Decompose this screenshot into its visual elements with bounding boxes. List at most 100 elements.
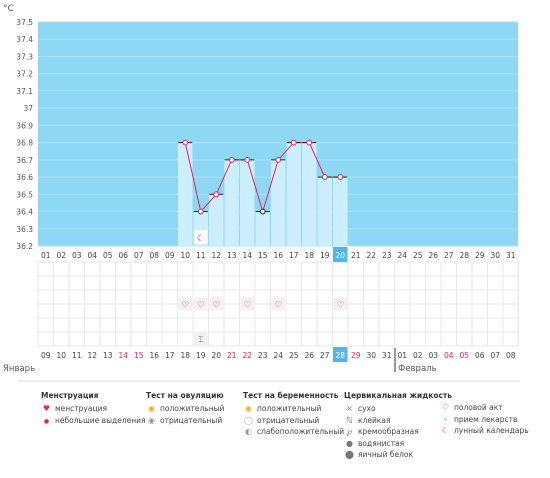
calendar-date-label[interactable]: 31 [382, 351, 392, 360]
calendar-date-label[interactable]: 22 [242, 351, 252, 360]
calendar-date-label[interactable]: 21 [227, 351, 237, 360]
cycle-day-label[interactable]: 10 [180, 251, 190, 260]
temperature-point[interactable] [306, 139, 313, 146]
cycle-day-label[interactable]: 13 [227, 251, 237, 260]
cycle-day-label[interactable]: 04 [87, 251, 97, 260]
cycle-day-label[interactable]: 09 [165, 251, 175, 260]
cycle-day-label[interactable]: 08 [149, 251, 159, 260]
calendar-date-label[interactable]: 27 [320, 351, 330, 360]
legend-item-ovulation-positive: ◉ положительный [146, 403, 224, 415]
cycle-day-label[interactable]: 23 [382, 251, 392, 260]
moon-cell [194, 230, 208, 244]
cycle-day-label[interactable]: 28 [459, 251, 469, 260]
cycle-day-label[interactable]: 02 [56, 251, 66, 260]
calendar-date-label[interactable]: 20 [211, 351, 221, 360]
legend-label: водянистая [358, 438, 405, 448]
temperature-tick-label: 37.3 [16, 52, 33, 61]
temperature-point[interactable] [213, 191, 220, 198]
heart-icon[interactable]: ♡ [181, 301, 189, 311]
cycle-day-label[interactable]: 27 [444, 251, 454, 260]
calendar-date-label[interactable]: 04 [444, 351, 454, 360]
calendar-date-label[interactable]: 01 [397, 351, 407, 360]
moon-icon[interactable]: ☾ [197, 234, 205, 244]
temperature-tick-label: 37.4 [16, 35, 33, 44]
calendar-date-label[interactable]: 07 [490, 351, 500, 360]
intercourse-cell [271, 298, 285, 310]
cycle-day-label[interactable]: 29 [475, 251, 485, 260]
calendar-date-label[interactable]: 16 [149, 351, 159, 360]
legend-title-cervical: Цервикальная жидкость [344, 391, 453, 400]
temperature-point[interactable] [244, 156, 251, 163]
calendar-date-label[interactable]: 25 [289, 351, 299, 360]
calendar-date-label[interactable]: 24 [273, 351, 283, 360]
pregnancy-negative-icon: ◯ [244, 415, 253, 425]
cycle-day-label[interactable]: 16 [273, 251, 283, 260]
calendar-date-label[interactable]: 05 [459, 351, 469, 360]
cycle-day-label[interactable]: 06 [118, 251, 128, 260]
cycle-day-label[interactable]: 07 [134, 251, 144, 260]
temperature-tick-label: 37.2 [16, 70, 33, 79]
watery-icon: ● [346, 438, 353, 448]
temperature-point[interactable] [321, 174, 328, 180]
heart-icon[interactable]: ♡ [274, 301, 282, 311]
cycle-day-label[interactable]: 20 [335, 251, 345, 260]
temperature-bar [255, 211, 270, 246]
calendar-date-label[interactable]: 15 [134, 351, 144, 360]
cycle-day-label[interactable]: 18 [304, 251, 314, 260]
legend-item-medication: ⚬ прием лекарств [440, 414, 529, 426]
heart-icon[interactable]: ♡ [336, 301, 344, 311]
temperature-tick-label: 36.9 [16, 121, 33, 130]
cycle-day-label[interactable]: 01 [41, 251, 51, 260]
temperature-point[interactable] [290, 139, 297, 146]
heart-icon[interactable]: ♡ [212, 301, 220, 311]
cycle-day-label[interactable]: 22 [366, 251, 376, 260]
calendar-date-label[interactable]: 29 [351, 351, 361, 360]
calendar-date-label[interactable]: 30 [366, 351, 376, 360]
cycle-day-label[interactable]: 15 [258, 251, 268, 260]
calendar-date-label[interactable]: 02 [413, 351, 423, 360]
calendar-date-label[interactable]: 03 [428, 351, 438, 360]
calendar-date-label[interactable]: 14 [118, 351, 128, 360]
month-label-next: Февраль [398, 364, 437, 374]
legend-item-dry: × сухо [344, 403, 452, 415]
temperature-tick-label: 36.2 [16, 242, 33, 251]
cycle-day-label[interactable]: 19 [320, 251, 330, 260]
cycle-day-label[interactable]: 03 [72, 251, 82, 260]
calendar-date-label[interactable]: 08 [506, 351, 516, 360]
calendar-date-label[interactable]: 18 [180, 351, 190, 360]
calendar-date-label[interactable]: 06 [475, 351, 485, 360]
cycle-day-label[interactable]: 25 [413, 251, 423, 260]
calendar-date-label[interactable]: 28 [335, 351, 345, 360]
sticky-icon[interactable]: ⌶ [198, 335, 203, 344]
cycle-day-label[interactable]: 05 [103, 251, 113, 260]
cycle-day-label[interactable]: 17 [289, 251, 299, 260]
cycle-day-label[interactable]: 12 [211, 251, 221, 260]
calendar-date-label[interactable]: 10 [56, 351, 66, 360]
calendar-date-label[interactable]: 23 [258, 351, 268, 360]
legend-label: клейкая [358, 415, 391, 425]
calendar-date-label[interactable]: 26 [304, 351, 314, 360]
heart-icon[interactable]: ♡ [197, 301, 205, 311]
cycle-day-label[interactable]: 30 [490, 251, 500, 260]
cycle-day-label[interactable]: 14 [242, 251, 252, 260]
cycle-day-label[interactable]: 11 [196, 251, 206, 260]
calendar-date-label[interactable]: 12 [87, 351, 97, 360]
cycle-day-label[interactable]: 21 [351, 251, 361, 260]
calendar-date-label[interactable]: 13 [103, 351, 113, 360]
temperature-point[interactable] [182, 139, 189, 146]
cycle-day-label[interactable]: 24 [397, 251, 407, 260]
calendar-date-label[interactable]: 19 [196, 351, 206, 360]
temperature-point[interactable] [275, 156, 282, 163]
calendar-date-label[interactable]: 17 [165, 351, 175, 360]
cycle-day-label[interactable]: 31 [506, 251, 516, 260]
cycle-day-label[interactable]: 26 [428, 251, 438, 260]
temperature-point[interactable] [259, 208, 266, 215]
blood-drop-icon: ♥ [42, 404, 51, 413]
calendar-date-label[interactable]: 09 [41, 351, 51, 360]
temperature-tick-label: 36.6 [16, 173, 33, 182]
temperature-point[interactable] [197, 208, 204, 215]
temperature-point[interactable] [228, 156, 235, 163]
heart-icon[interactable]: ♡ [243, 301, 251, 311]
temperature-point[interactable] [337, 174, 344, 180]
calendar-date-label[interactable]: 11 [72, 351, 82, 360]
